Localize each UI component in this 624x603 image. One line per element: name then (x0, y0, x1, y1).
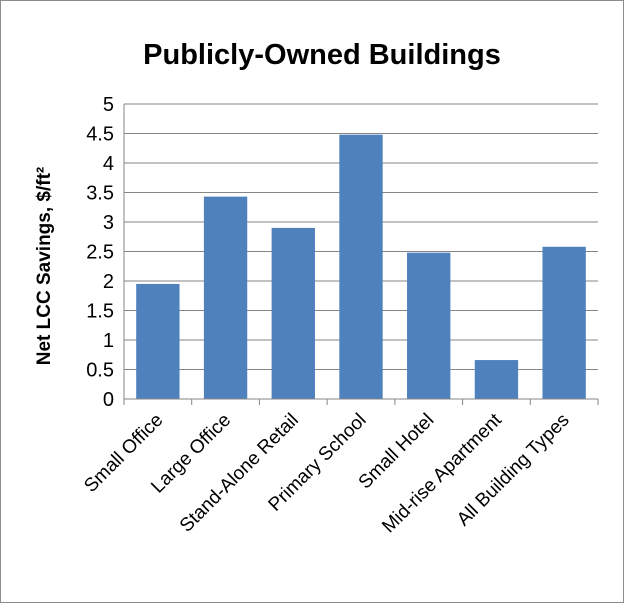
bar (339, 134, 383, 399)
y-tick-label: 0 (103, 389, 114, 411)
bar (203, 196, 248, 399)
bar (407, 252, 451, 399)
y-tick-label: 1.5 (86, 301, 114, 323)
y-tick-labels: 0 0.5 1 1.5 2 2.5 3 3.5 4 4.5 5 (86, 94, 114, 411)
y-tick-label: 3.5 (86, 183, 114, 205)
y-tick-label: 4.5 (86, 124, 114, 146)
y-tick-label: 2.5 (86, 242, 114, 264)
axes (123, 104, 599, 405)
y-axis-label: Net LCC Savings, $/ft² (34, 167, 55, 365)
y-tick-label: 2 (103, 271, 114, 293)
bar (542, 246, 586, 399)
gridlines (124, 103, 598, 370)
y-tick-label: 5 (103, 94, 114, 116)
x-tick-label: All Building Types (453, 410, 574, 531)
y-tick-label: 3 (103, 212, 114, 234)
x-tick-label: Stand-Alone Retail (176, 410, 303, 537)
y-tick-label: 1 (103, 330, 114, 352)
bar (271, 227, 315, 399)
bars (136, 134, 586, 399)
bar (474, 360, 519, 399)
bar (136, 283, 180, 399)
x-tick-label: Mid-rise Apartment (378, 409, 506, 537)
y-tick-label: 4 (103, 153, 114, 175)
y-tick-label: 0.5 (86, 360, 114, 382)
chart-title: Publicly-Owned Buildings (143, 39, 501, 71)
